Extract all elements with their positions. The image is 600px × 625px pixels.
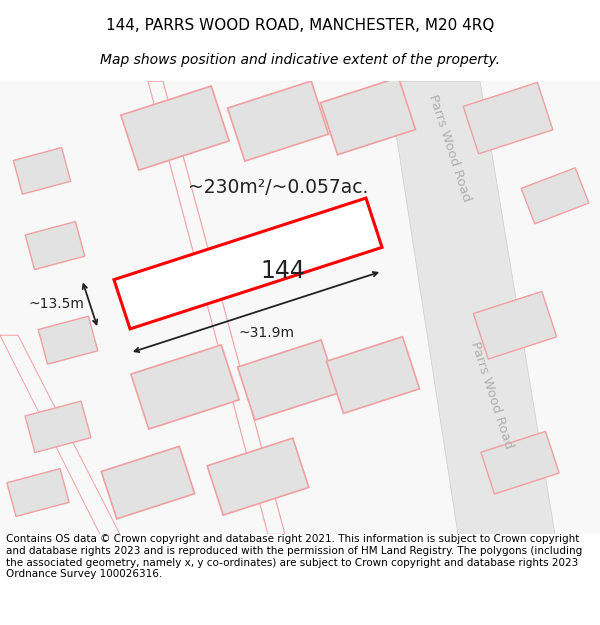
Text: Parrs Wood Road: Parrs Wood Road — [427, 92, 473, 203]
Polygon shape — [131, 345, 239, 429]
Polygon shape — [101, 446, 195, 519]
Polygon shape — [25, 221, 85, 269]
Text: 144: 144 — [260, 259, 305, 284]
Text: 144, PARRS WOOD ROAD, MANCHESTER, M20 4RQ: 144, PARRS WOOD ROAD, MANCHESTER, M20 4R… — [106, 18, 494, 33]
Text: Contains OS data © Crown copyright and database right 2021. This information is : Contains OS data © Crown copyright and d… — [6, 534, 582, 579]
Text: Parrs Wood Road: Parrs Wood Road — [469, 339, 515, 450]
Polygon shape — [121, 86, 229, 170]
Polygon shape — [473, 291, 557, 359]
Polygon shape — [38, 316, 98, 364]
Polygon shape — [207, 438, 309, 515]
Polygon shape — [227, 81, 328, 161]
Text: ~13.5m: ~13.5m — [28, 298, 84, 311]
Text: ~31.9m: ~31.9m — [238, 326, 294, 340]
Text: Map shows position and indicative extent of the property.: Map shows position and indicative extent… — [100, 52, 500, 67]
Polygon shape — [13, 148, 71, 194]
Polygon shape — [521, 168, 589, 224]
Polygon shape — [25, 401, 91, 452]
Polygon shape — [481, 431, 559, 494]
Text: ~230m²/~0.057ac.: ~230m²/~0.057ac. — [188, 178, 368, 198]
Polygon shape — [326, 337, 419, 413]
Polygon shape — [7, 469, 69, 516]
Polygon shape — [388, 81, 555, 534]
Polygon shape — [238, 340, 338, 420]
Polygon shape — [463, 82, 553, 154]
Polygon shape — [320, 78, 415, 155]
Polygon shape — [114, 198, 382, 329]
